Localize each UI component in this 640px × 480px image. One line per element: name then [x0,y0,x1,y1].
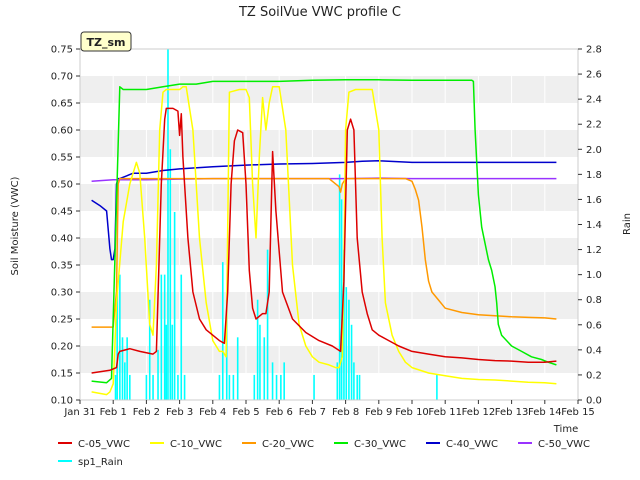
legend-label-sp1-rain: sp1_Rain [78,457,123,468]
y2-tick-label: 1.0 [586,270,602,281]
y-axis-label: Soil Moisture (VWC) [10,176,21,275]
legend-label-c-05-vwc: C-05_VWC [78,439,130,450]
y-tick-label: 0.65 [51,99,73,110]
y-tick-label: 0.55 [51,153,73,164]
legend-label-c-30-vwc: C-30_VWC [354,439,406,450]
y-tick-label: 0.15 [51,369,73,380]
x-tick-label: Feb 3 [166,407,193,418]
y2-axis-label: Rain [622,213,633,235]
y2-tick-label: 1.6 [586,195,602,206]
y2-tick-label: 2.6 [586,70,602,81]
y2-tick-label: 2.4 [586,95,602,106]
y2-tick-label: 1.4 [586,220,602,231]
y-tick-label: 0.20 [51,342,73,353]
y-tick-label: 0.70 [51,72,73,83]
legend-label-c-20-vwc: C-20_VWC [262,439,314,450]
series-layer [91,49,557,400]
grid-band [80,238,578,265]
grid-band [80,346,578,373]
y-tick-label: 0.25 [51,315,73,326]
y-tick-label: 0.60 [51,126,73,137]
series-line-c-10-vwc [91,86,557,396]
y2-axis: 0.0 0.2 0.4 0.6 0.8 1.0 1.2 1.4 1.6 1.8 2.0 2.2 2.4 2… [578,45,602,407]
site-label-badge: TZ_sm [80,31,132,52]
x-tick-label: Feb 9 [365,407,392,418]
grid-band [80,292,578,319]
site-label-text: TZ_sm [87,36,126,49]
series-line-c-40-vwc [91,160,557,261]
y2-tick-label: 2.0 [586,145,602,156]
y-tick-label: 0.40 [51,234,73,245]
x-tick-label: Feb 13 [495,407,529,418]
series-line-c-20-vwc [91,177,557,328]
legend: C-05_VWC C-10_VWC C-20_VWC C-30_VWC C-40_VWC… [58,439,590,468]
x-tick-label: Jan 31 [63,407,95,418]
legend-label-c-50-vwc: C-50_VWC [538,439,590,450]
grid-band [80,184,578,211]
background-bands [80,76,578,373]
x-tick-label: Feb 15 [561,407,595,418]
y-tick-label: 0.10 [51,396,73,407]
legend-label-c-10-vwc: C-10_VWC [170,439,222,450]
y-tick-label: 0.75 [51,45,73,56]
x-tick-label: Feb 12 [462,407,496,418]
y-tick-label: 0.50 [51,180,73,191]
y2-tick-label: 0.6 [586,320,602,331]
x-tick-label: Feb 11 [428,407,462,418]
x-tick-label: Feb 4 [199,407,226,418]
x-tick-label: Feb 2 [133,407,160,418]
y-tick-label: 0.30 [51,288,73,299]
x-tick-label: Feb 10 [395,407,429,418]
x-axis-label: Time [553,424,578,435]
x-tick-label: Feb 5 [232,407,259,418]
x-axis: Jan 31 Feb 1 Feb 2 Feb 3 Feb 4 Feb 5 Feb 6 Feb … [63,400,595,418]
y2-tick-label: 0.0 [586,396,602,407]
y2-tick-label: 0.4 [586,345,602,356]
x-tick-label: Feb 6 [266,407,293,418]
x-tick-label: Feb 8 [332,407,359,418]
x-tick-label: Feb 7 [299,407,326,418]
y-tick-label: 0.45 [51,207,73,218]
series-line-c-30-vwc [91,79,557,384]
y2-tick-label: 0.8 [586,295,602,306]
series-line-c-05-vwc [91,107,557,374]
series-sp1-rain [114,49,438,400]
y2-tick-label: 2.8 [586,45,602,56]
legend-label-c-40-vwc: C-40_VWC [446,439,498,450]
y2-tick-label: 1.2 [586,245,602,256]
y2-tick-label: 0.2 [586,370,602,381]
y2-tick-label: 2.2 [586,120,602,131]
y-axis: 0.10 0.15 0.20 0.25 0.30 0.35 0.40 0.45 0.50 0.55… [51,45,80,407]
y-tick-label: 0.35 [51,261,73,272]
x-tick-label: Feb 1 [100,407,127,418]
chart-title: TZ SoilVue VWC profile C [238,5,401,20]
y2-tick-label: 1.8 [586,170,602,181]
x-tick-label: Feb 14 [528,407,562,418]
grid-band [80,130,578,157]
